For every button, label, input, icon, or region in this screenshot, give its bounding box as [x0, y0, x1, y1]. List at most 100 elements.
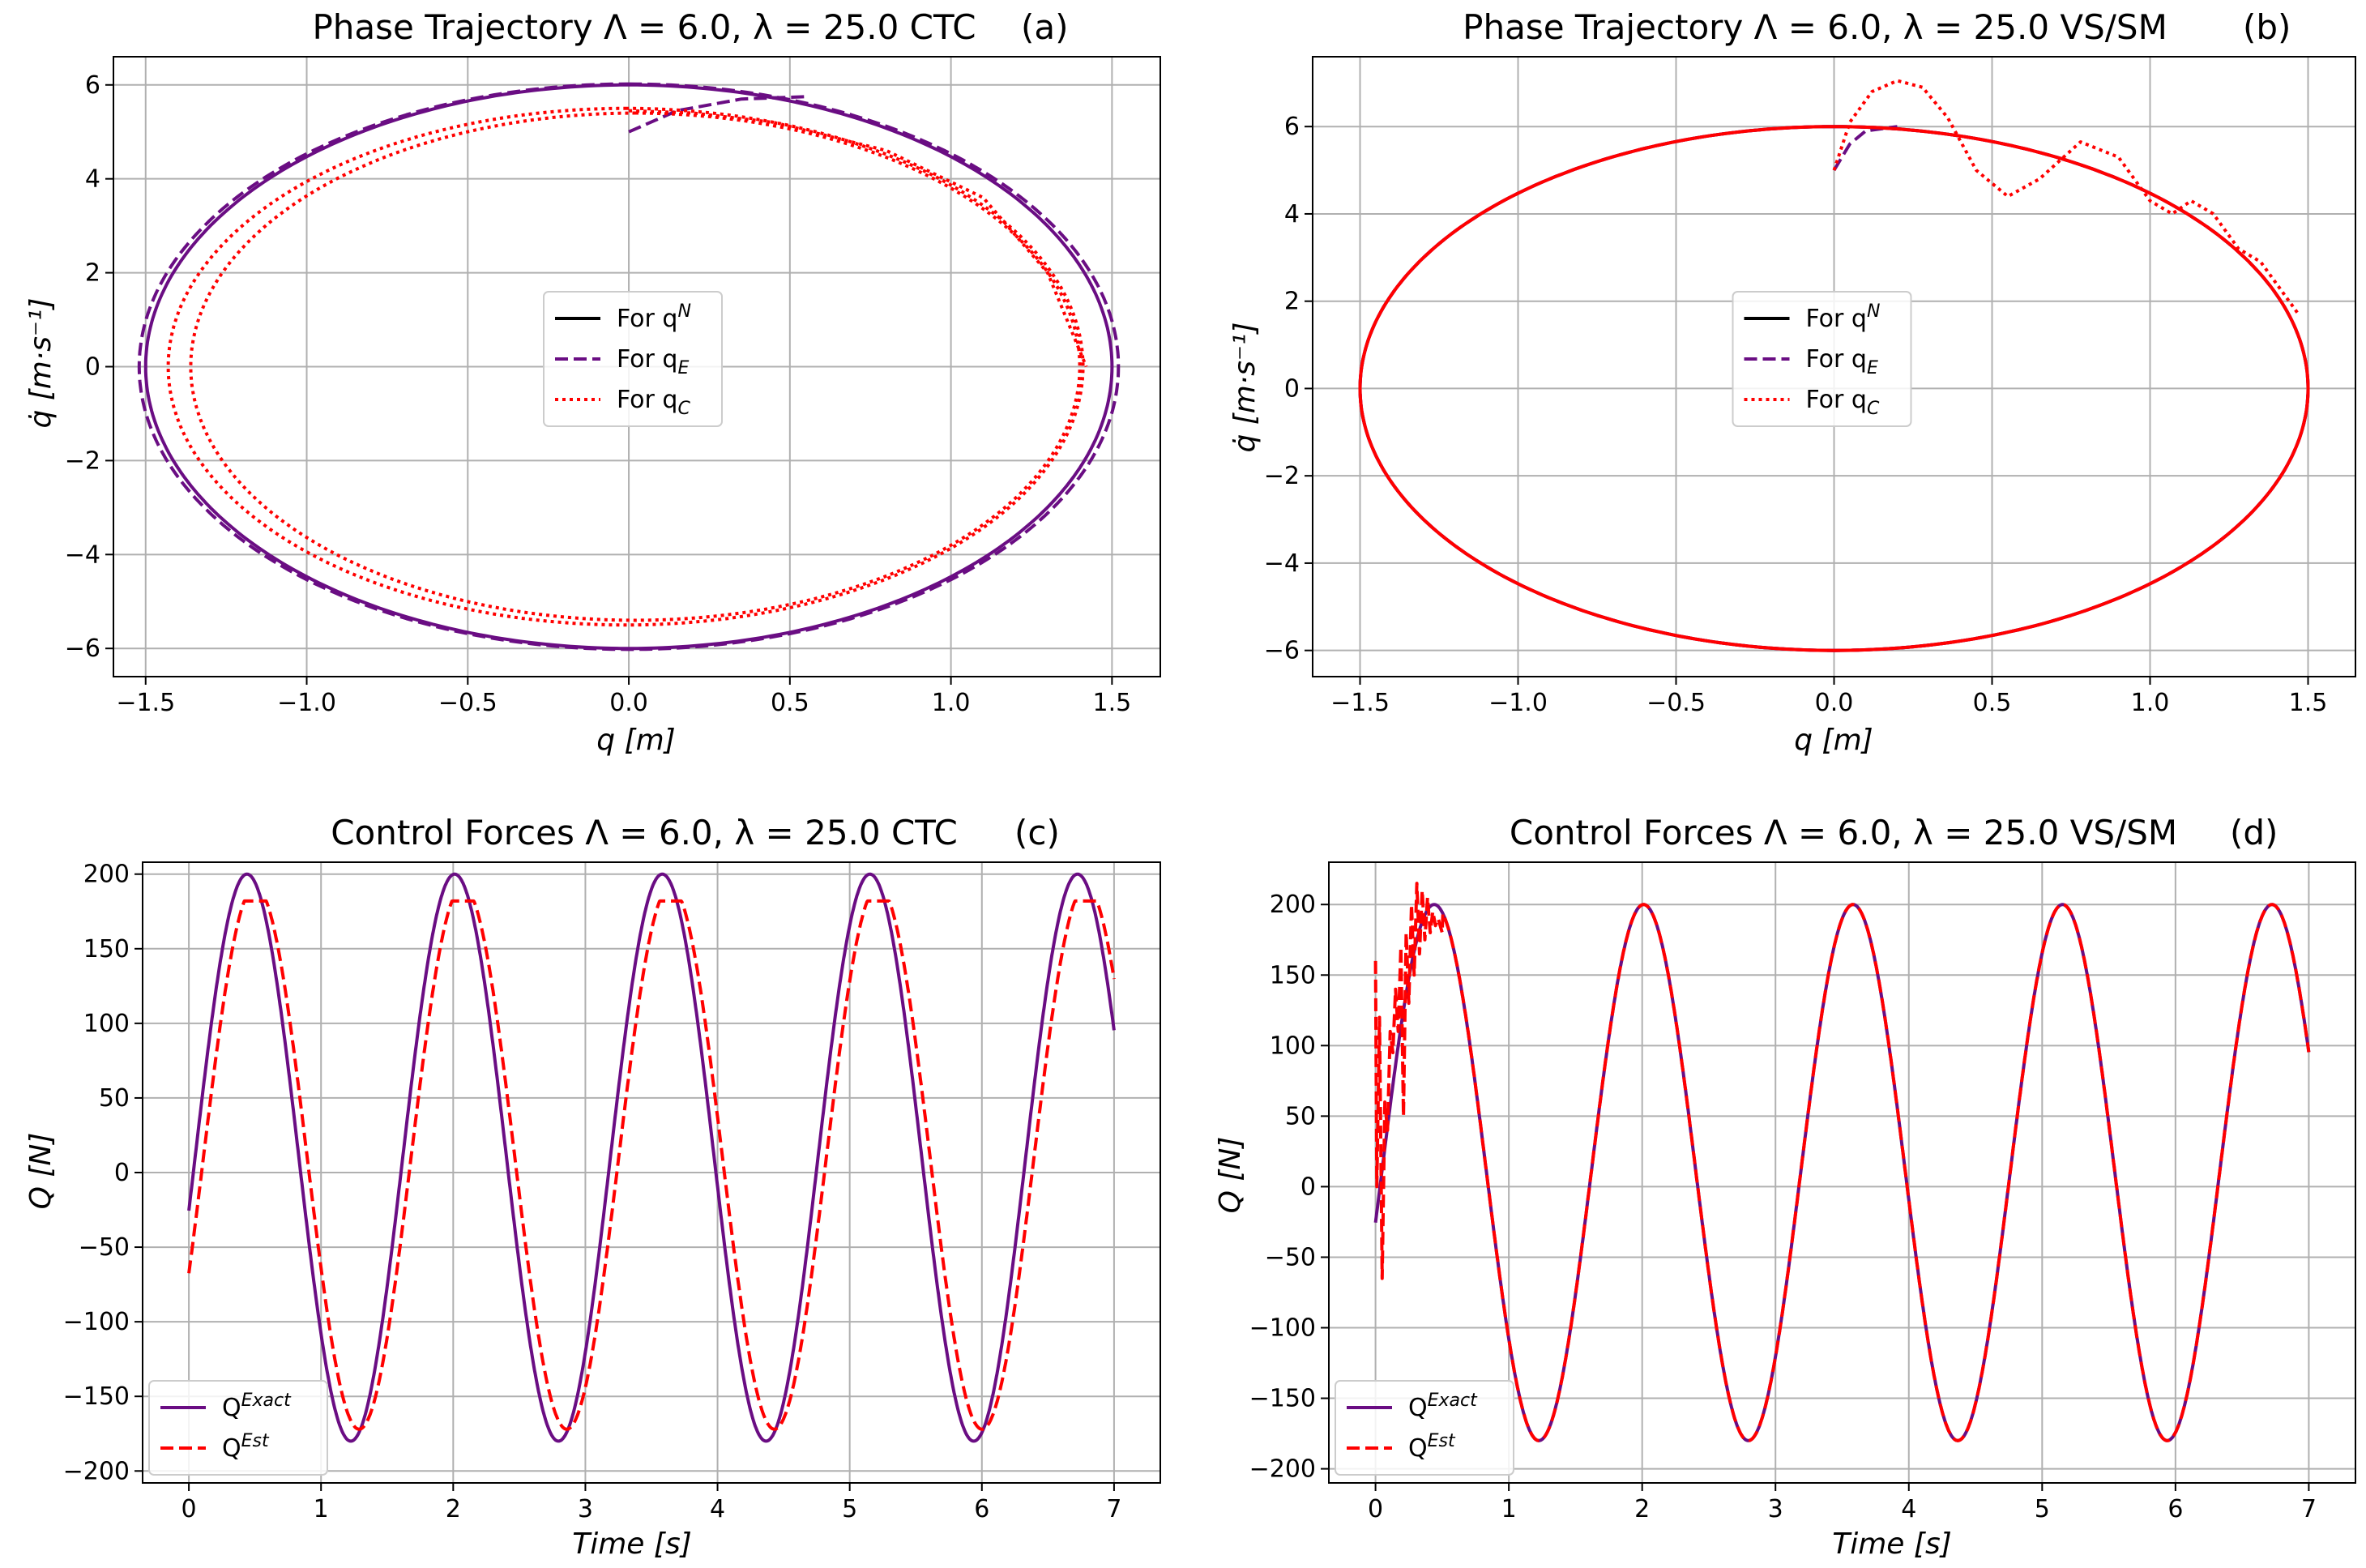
series-q-c-outer-start: [629, 109, 1088, 368]
x-tick-label: 0: [1368, 1495, 1383, 1523]
panel-a-letter: (a): [1021, 7, 1069, 47]
legend-label-sup: N: [677, 301, 690, 322]
y-tick-label: 0: [1300, 1173, 1316, 1201]
y-tick-label: 0: [114, 1159, 130, 1187]
x-tick-label: 2: [1634, 1495, 1650, 1523]
legend-label-text: Q: [1408, 1434, 1428, 1463]
legend-label: For qC: [617, 386, 690, 419]
y-tick-label: 0: [85, 353, 100, 382]
y-tick-label: 150: [83, 935, 130, 963]
legend-label: QExact: [1408, 1391, 1478, 1422]
x-tick-label: 1.0: [932, 689, 971, 717]
x-tick-label: 4: [710, 1495, 725, 1523]
x-tick-label: 0: [182, 1495, 197, 1523]
legend-label: QEst: [1408, 1431, 1456, 1463]
x-tick-label: 0.0: [1815, 689, 1854, 717]
legend-box: [543, 291, 723, 427]
y-tick-label: −50: [1265, 1243, 1316, 1271]
x-tick-label: 0.5: [771, 689, 809, 717]
legend-label-text: For q: [1806, 305, 1867, 333]
panel-b-phase-vssm: Phase Trajectory Λ = 6.0, λ = 25.0 VS/SM…: [1228, 7, 2356, 757]
x-tick-label: 3: [578, 1495, 593, 1523]
y-tick-label: 4: [1284, 200, 1300, 229]
legend-label-sup: Est: [241, 1431, 270, 1451]
panel-b-letter: (b): [2243, 7, 2291, 47]
panel-b-ylabel: q̇ [m·s⁻¹]: [1228, 322, 1262, 452]
panel-a-title: Phase Trajectory Λ = 6.0, λ = 25.0 CTC: [312, 7, 976, 47]
legend-label-text: For q: [1806, 345, 1867, 374]
series-q-c-transient-line: [1832, 79, 2300, 316]
series-q-c-outer-line: [166, 106, 1085, 627]
panel-b-grid: −1.5 −1.0 −0.5 0.0 0.5 1.0 1.5 −6 −4 −2 0 2 4 6: [1264, 57, 2355, 717]
x-tick-label: 2: [446, 1495, 461, 1523]
panel-d-frame: [1328, 861, 2356, 1484]
y-tick-label: 6: [1284, 113, 1300, 141]
y-tick-label: −4: [65, 540, 100, 569]
series-q-e-start: [628, 95, 806, 134]
panel-a-xlabel: q [m]: [596, 724, 675, 757]
y-tick-label: 2: [1284, 288, 1300, 316]
panel-d-letter: (d): [2230, 813, 2278, 852]
x-tick-label: 1.5: [2289, 689, 2328, 717]
legend-label: For qN: [1806, 301, 1881, 333]
legend-label: For qE: [617, 345, 689, 378]
legend-label-text: Q: [1408, 1394, 1428, 1422]
panel-d-forces-vssm: Control Forces Λ = 6.0, λ = 25.0 VS/SM (…: [1214, 813, 2356, 1561]
y-tick-label: 6: [85, 71, 100, 100]
legend-box: [1732, 291, 1912, 427]
legend-label-sup: Est: [1428, 1431, 1456, 1451]
series-q-est-line: [1373, 882, 2311, 1442]
x-tick-label: 0.0: [609, 689, 648, 717]
panel-c-ylabel: Q [N]: [24, 1133, 58, 1210]
y-tick-label: 200: [83, 861, 130, 889]
legend-label-text: For q: [617, 305, 677, 333]
x-tick-label: 5: [842, 1495, 857, 1523]
legend-label-sup: Exact: [241, 1391, 292, 1411]
x-tick-label: 1: [314, 1495, 329, 1523]
x-tick-label: 7: [2301, 1495, 2317, 1523]
y-tick-label: 100: [1270, 1032, 1316, 1060]
x-tick-label: 7: [1106, 1495, 1121, 1523]
legend-label-text: Q: [222, 1394, 241, 1422]
legend-label: QEst: [222, 1431, 270, 1463]
x-tick-label: 0.5: [1973, 689, 2012, 717]
y-tick-label: −200: [63, 1457, 130, 1485]
legend-label-sup: N: [1867, 301, 1880, 322]
x-tick-label: −0.5: [438, 689, 498, 717]
legend-label-text: Q: [222, 1434, 241, 1463]
legend-label: For qE: [1806, 345, 1878, 378]
panel-b-plot-area: [1358, 79, 2310, 652]
panel-b-title: Phase Trajectory Λ = 6.0, λ = 25.0 VS/SM: [1463, 7, 2167, 47]
x-tick-label: 6: [2167, 1495, 2183, 1523]
x-tick-label: 3: [1768, 1495, 1783, 1523]
y-tick-label: −4: [1264, 549, 1300, 578]
y-tick-label: 50: [1285, 1102, 1316, 1130]
panel-c-plot-area: [187, 872, 1116, 1443]
series-q-c-inner-line: [189, 111, 1082, 622]
legend-label-text: For q: [617, 345, 677, 374]
x-tick-label: −1.5: [116, 689, 175, 717]
y-tick-label: −200: [1249, 1455, 1316, 1484]
y-tick-label: 200: [1270, 891, 1316, 919]
y-tick-label: −6: [1264, 637, 1300, 665]
x-tick-label: 1.0: [2131, 689, 2170, 717]
legend-label-sub: E: [1867, 358, 1878, 378]
legend-label-sup: Exact: [1428, 1391, 1478, 1411]
legend-label-sub: E: [677, 358, 689, 378]
y-tick-label: 150: [1270, 961, 1316, 989]
legend-label: For qN: [617, 301, 691, 333]
panel-c-forces-ctc: Control Forces Λ = 6.0, λ = 25.0 CTC (c)…: [24, 813, 1161, 1561]
x-tick-label: −0.5: [1646, 689, 1706, 717]
panel-a-phase-ctc: Phase Trajectory Λ = 6.0, λ = 25.0 CTC (…: [24, 7, 1161, 757]
series-q-c-line: [1358, 125, 2310, 652]
x-tick-label: 1.5: [1093, 689, 1132, 717]
panel-c-title: Control Forces Λ = 6.0, λ = 25.0 CTC: [331, 813, 958, 852]
legend-box: [148, 1380, 328, 1476]
panel-b-frame: [1312, 56, 2356, 677]
series-q-exact-line: [187, 872, 1116, 1443]
y-tick-label: 2: [85, 259, 100, 288]
legend-label-text: For q: [617, 386, 677, 414]
series-q-exact-line: [1373, 903, 2311, 1442]
x-tick-label: −1.5: [1330, 689, 1390, 717]
